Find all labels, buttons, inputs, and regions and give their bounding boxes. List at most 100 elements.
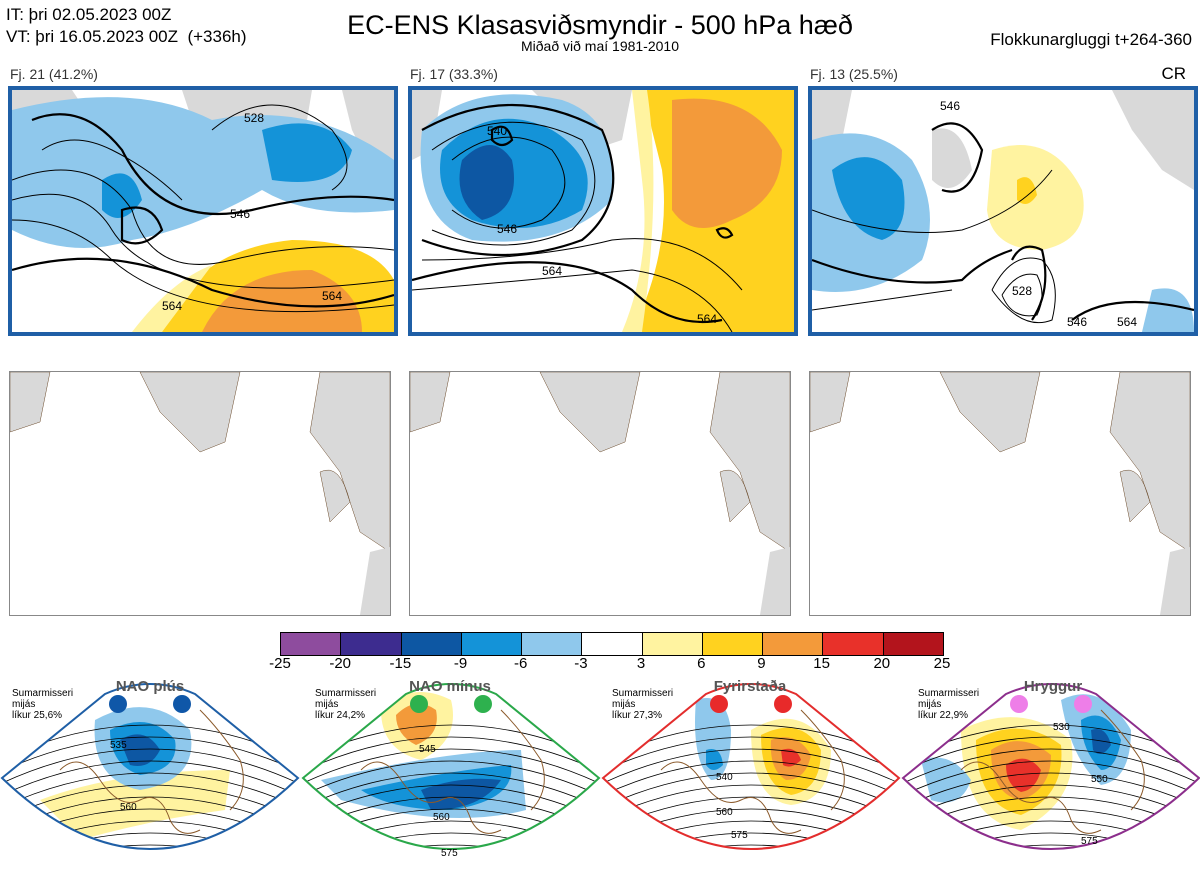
colorbar-tick-label: -25 [269, 655, 291, 672]
regime-prob: líkur 22,9% [918, 710, 969, 721]
contour-label: 550 [1091, 774, 1108, 785]
regime-prob: líkur 27,3% [612, 710, 663, 721]
contour-label: 564 [322, 289, 342, 303]
colorbar-swatch [522, 633, 583, 655]
lead-time: (+336h) [187, 27, 247, 46]
regime-border [0, 683, 300, 850]
cluster-1-map: 528 546 564 564 [8, 86, 398, 336]
regime-border [301, 683, 601, 850]
colorbar-swatch [341, 633, 402, 655]
cluster-3-map: 546 528 546 564 [808, 86, 1198, 336]
page-title: EC-ENS Klasasviðsmyndir - 500 hPa hæð [347, 10, 853, 40]
regime-dot [109, 695, 127, 713]
height-contour [603, 772, 899, 809]
height-contour [603, 736, 899, 773]
regime-prob: líkur 24,2% [315, 710, 366, 721]
height-contour [903, 784, 1199, 821]
regime-border [601, 683, 901, 850]
coastline [960, 709, 1145, 834]
anomaly-blue [832, 157, 905, 240]
regime-1-info: Sumarmisseri mijás líkur 25,6% [12, 688, 73, 721]
cluster-2-label: Fj. 17 (33.3%) [410, 66, 498, 82]
corner-code: CR [1161, 64, 1186, 83]
height-contour [903, 736, 1199, 773]
height-contour [603, 760, 899, 797]
regime-dot [173, 695, 191, 713]
regime-dot [774, 695, 792, 713]
coastline [360, 709, 545, 834]
colorbar-swatch [702, 633, 764, 655]
anomaly-shading [396, 703, 437, 745]
regime-3-name: Fyrirstaða [713, 678, 787, 695]
empty-map-2 [409, 371, 791, 616]
anomaly-shading [706, 749, 723, 770]
colorbar-tick-label: 25 [933, 655, 951, 672]
colorbar-swatch [582, 633, 643, 655]
init-time: IT: þri 02.05.2023 00Z [6, 5, 172, 24]
anomaly-light-blue-2 [1142, 288, 1194, 332]
height-contour [2, 736, 298, 773]
contour-label: 530 [1053, 722, 1070, 733]
land [812, 90, 1194, 210]
anomaly-shading [921, 694, 1131, 849]
regime-4-name: Hryggur [1023, 678, 1083, 695]
height-contour [901, 857, 1200, 871]
height-contour [303, 844, 599, 849]
anomaly-shading [120, 734, 160, 766]
regime-detail: mijás [12, 699, 36, 710]
contour-label: 560 [120, 802, 137, 813]
regime-1-name: NAO plús [115, 678, 185, 695]
regime-dot [1010, 695, 1028, 713]
contour-label: 540 [716, 772, 733, 783]
contour-label: 560 [716, 807, 733, 818]
height-contour [2, 772, 298, 809]
colorbar-tick-label: 3 [636, 655, 646, 672]
height-contour [903, 832, 1199, 849]
contour-label: 540 [487, 124, 507, 138]
cluster-3-label: Fj. 13 (25.5%) [810, 66, 898, 82]
contour-label: 564 [1117, 315, 1137, 329]
contour-label: 528 [244, 111, 264, 125]
regime-dot [474, 695, 492, 713]
colorbar-swatch [823, 633, 884, 655]
height-contour [2, 784, 298, 821]
regime-season: Sumarmisseri [918, 688, 980, 699]
height-contour [603, 832, 899, 849]
empty-map-3 [809, 371, 1191, 616]
colorbar-swatch [883, 633, 943, 655]
anomaly-shading [1006, 758, 1041, 792]
regime-prob: líkur 25,6% [12, 710, 63, 721]
anomaly-light-yellow [622, 90, 654, 332]
regime-2-info: Sumarmisseri mijás líkur 24,2% [315, 688, 376, 721]
anomaly-yellow [1017, 177, 1037, 204]
contour-label: 575 [441, 848, 458, 859]
anomaly-light-blue [12, 97, 394, 248]
header-times: IT: þri 02.05.2023 00Z VT: þri 16.05.202… [6, 4, 247, 48]
regimes-svg: 535 560 545 560 575 540 560 575 530 550 575 [0, 683, 1200, 871]
height-contour [2, 760, 298, 797]
regime-season: Sumarmisseri [315, 688, 377, 699]
anomaly-orange [672, 98, 782, 228]
height-contour [0, 857, 300, 871]
regime-3-info: Sumarmisseri mijás líkur 27,3% [612, 688, 673, 721]
contour-label: 546 [1067, 315, 1087, 329]
colorbar-swatch [642, 633, 703, 655]
colorbar-swatch [461, 633, 523, 655]
contour-label: 528 [1012, 284, 1032, 298]
regime-4-info: Sumarmisseri mijás líkur 22,9% [918, 688, 979, 721]
height-contour [903, 844, 1199, 849]
page-subtitle: Miðað við maí 1981-2010 [521, 38, 679, 54]
contour-label: 575 [1081, 836, 1098, 847]
contour-label: 560 [433, 812, 450, 823]
colorbar-tick-label: 15 [813, 655, 830, 672]
height-contour [903, 760, 1199, 797]
height-contour [303, 748, 599, 785]
height-contour [303, 832, 599, 849]
height-contour [603, 748, 899, 785]
height-contour [2, 748, 298, 785]
contour-label: 564 [542, 264, 562, 278]
height-contour [303, 760, 599, 797]
height-contour [903, 748, 1199, 785]
cluster-2-map: 540 546 564 564 [408, 86, 798, 336]
colorbar-tick-label: 9 [757, 655, 766, 672]
